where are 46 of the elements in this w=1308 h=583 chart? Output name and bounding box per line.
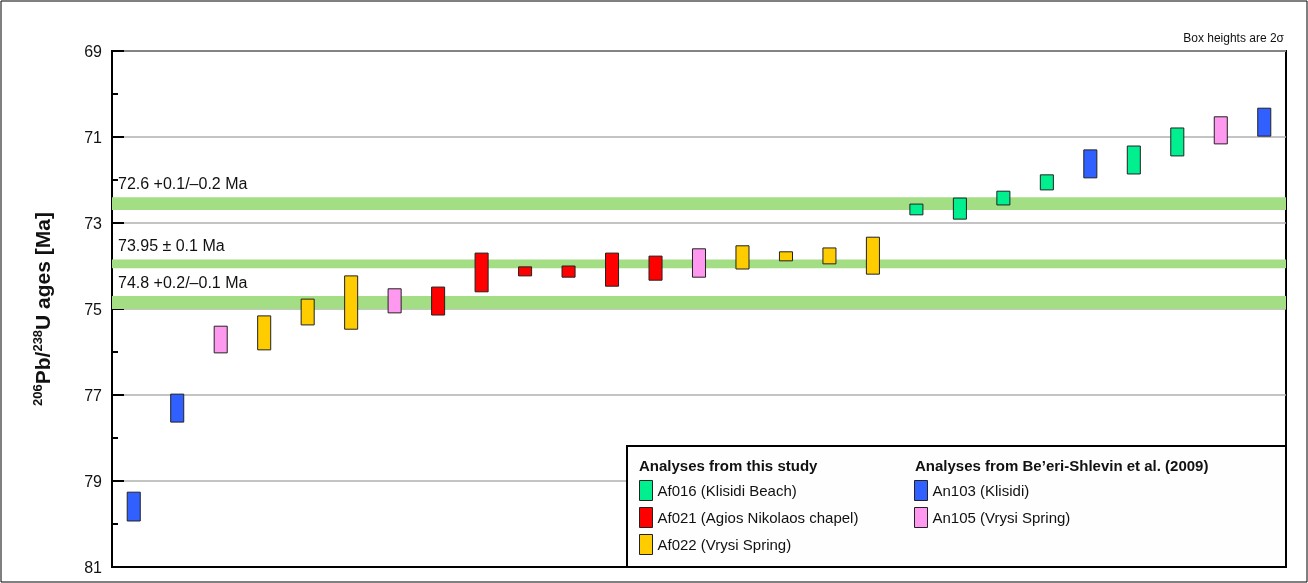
- bar: [126, 491, 141, 522]
- bar: [691, 248, 707, 278]
- bar: [518, 266, 533, 277]
- band-label: 74.8 +0.2/–0.1 Ma: [118, 273, 248, 291]
- legend-label: Af021 (Agios Nikolaos chapel): [657, 509, 859, 526]
- legend-label: Af022 (Vrysi Spring): [657, 536, 792, 553]
- bar: [344, 275, 359, 330]
- band-label: 73.95 ± 0.1 Ma: [118, 237, 225, 255]
- legend-label: An105 (Vrysi Spring): [932, 509, 1071, 526]
- bar: [605, 252, 620, 287]
- bar: [865, 236, 880, 275]
- bar: [1039, 174, 1054, 191]
- bar: [648, 255, 663, 281]
- bar: [431, 286, 446, 316]
- band-label: 72.6 +0.1/–0.2 Ma: [118, 174, 248, 192]
- annotation: Analyses from Be’eri-Shlevin et al. (2009): [915, 457, 1209, 474]
- y-tick-label: 75: [84, 300, 103, 318]
- bar: [735, 245, 750, 270]
- y-tick-label: 69: [84, 42, 103, 60]
- y-axis-title: 206Pb/238U ages [Ma]: [30, 212, 54, 406]
- bar: [952, 197, 967, 220]
- bar: [257, 315, 272, 351]
- bar: [822, 247, 837, 265]
- y-tick-label: 79: [84, 472, 103, 490]
- bar: [474, 252, 489, 293]
- bar: [1213, 116, 1228, 145]
- y-tick-label: 77: [84, 386, 103, 404]
- bar: [1257, 107, 1272, 137]
- legend-label: An103 (Klisidi): [932, 482, 1030, 499]
- bar: [387, 288, 402, 314]
- bar: [170, 393, 185, 423]
- y-tick-label: 73: [84, 214, 103, 232]
- bar: [1170, 127, 1185, 157]
- text: Box heights are 2σ: [1183, 31, 1285, 45]
- bar: [561, 265, 576, 278]
- bar: [996, 190, 1011, 206]
- bar: [1083, 149, 1098, 179]
- bar: [778, 251, 793, 262]
- bar: [213, 325, 228, 354]
- bar: [909, 203, 924, 216]
- bar: [1126, 145, 1141, 175]
- legend-title: Analyses from this study: [639, 457, 819, 474]
- y-tick-label: 81: [84, 558, 103, 576]
- legend-label: Af016 (Klisidi Beach): [657, 482, 797, 499]
- bar: [300, 298, 315, 326]
- y-tick-label: 71: [84, 128, 103, 146]
